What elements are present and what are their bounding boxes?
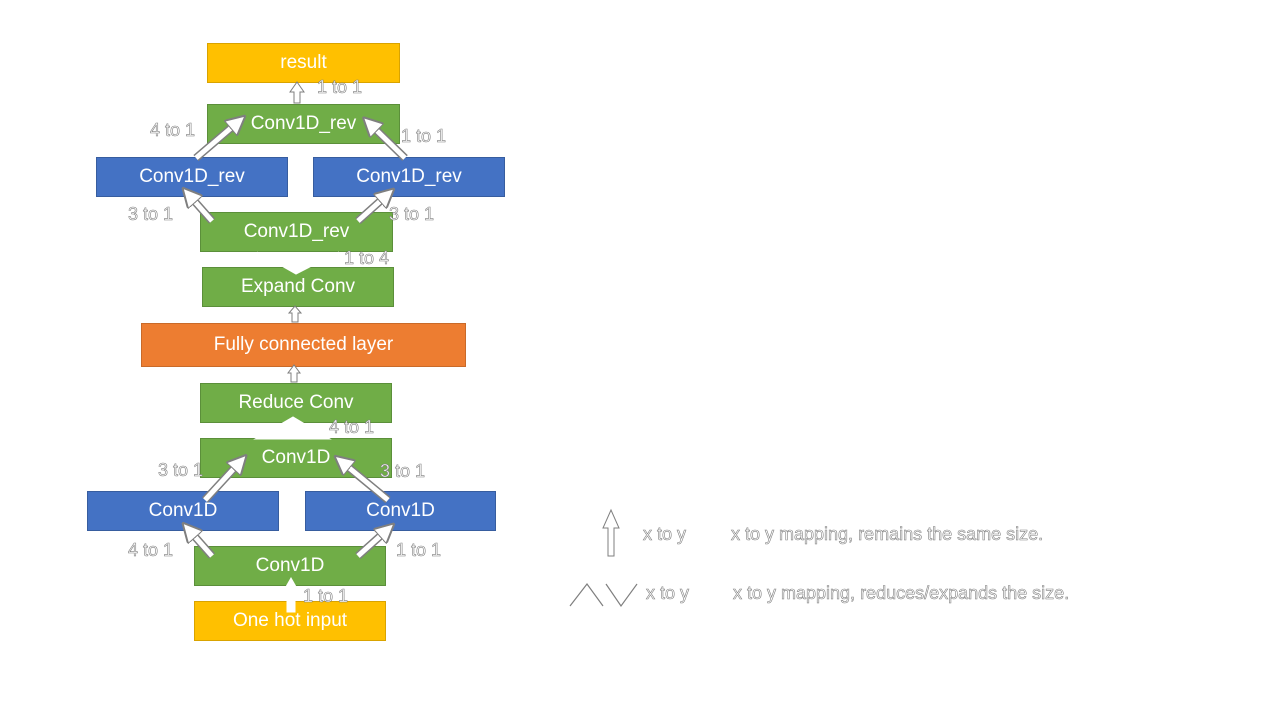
- legend-resize-symbol: x to y: [646, 583, 690, 604]
- expand-shape: [256, 251, 340, 275]
- label-convtop-right: 3 to 1: [380, 461, 426, 482]
- result-box: result: [207, 43, 400, 83]
- label-convbottom-right: 1 to 1: [396, 540, 442, 561]
- label-revbottom-right: 3 to 1: [389, 204, 435, 225]
- arrow-revright-to-revtop: [370, 124, 407, 160]
- legend-resize-shapes-icon: [569, 582, 638, 608]
- label-revbottom-left: 3 to 1: [128, 204, 174, 225]
- arrow-convbottom-to-convleft: [189, 530, 214, 558]
- reduce-conv-box: Reduce Conv: [200, 383, 392, 423]
- hollow-arrow-fc-to-reduce: [287, 364, 301, 383]
- label-reduce: 4 to 1: [329, 417, 375, 438]
- label-expand: 1 to 4: [344, 248, 390, 269]
- conv1d-left-box: Conv1D: [87, 491, 279, 531]
- label-convtop-left: 3 to 1: [158, 460, 204, 481]
- legend-hollow-arrow-icon: [602, 508, 620, 557]
- hollow-arrow-expand-to-fc: [287, 305, 303, 323]
- legend-same-description: x to y mapping, remains the same size.: [731, 524, 1044, 545]
- reduce-shape: [253, 416, 332, 440]
- label-revtop-left: 4 to 1: [150, 120, 196, 141]
- conv1d-rev-right-box: Conv1D_rev: [313, 157, 505, 197]
- arrow-revleft-to-revtop: [194, 122, 238, 160]
- label-revtop-right: 1 to 1: [401, 126, 447, 147]
- arrow-convright-to-convtop: [342, 462, 390, 502]
- label-convbottom-left: 4 to 1: [128, 540, 174, 561]
- arrow-revbottom-to-revleft: [189, 195, 214, 223]
- arrow-revbottom-to-revright: [356, 195, 387, 223]
- legend-same-symbol: x to y: [643, 524, 687, 545]
- arrow-convbottom-to-convright: [356, 530, 387, 558]
- arrow-convleft-to-convtop: [203, 462, 240, 502]
- conv1d-right-box: Conv1D: [305, 491, 496, 531]
- legend-resize-description: x to y mapping, reduces/expands the size…: [733, 583, 1070, 604]
- solid-arrow-input: [282, 576, 300, 613]
- expand-conv-box: Expand Conv: [202, 267, 394, 307]
- label-input: 1 to 1: [303, 586, 349, 607]
- hollow-arrow-result: [289, 81, 305, 104]
- fully-connected-layer-box: Fully connected layer: [141, 323, 466, 367]
- conv1d-bottom-box: Conv1D: [194, 546, 386, 586]
- label-result: 1 to 1: [317, 77, 363, 98]
